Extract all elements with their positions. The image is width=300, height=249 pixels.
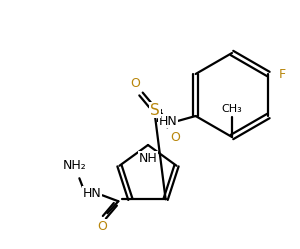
Text: F: F <box>279 67 286 80</box>
Text: O: O <box>170 130 180 143</box>
Text: O: O <box>98 220 107 233</box>
Text: HN: HN <box>158 115 177 127</box>
Text: NH₂: NH₂ <box>62 159 86 172</box>
Text: S: S <box>150 103 160 118</box>
Text: NH: NH <box>139 151 158 165</box>
Text: HN: HN <box>83 187 102 200</box>
Text: CH₃: CH₃ <box>222 104 242 114</box>
Text: O: O <box>130 76 140 89</box>
